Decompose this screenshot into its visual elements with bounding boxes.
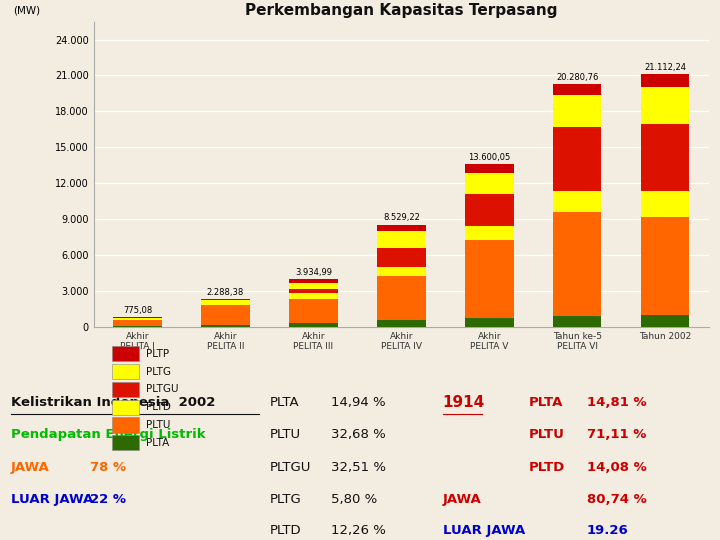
Text: 21.112,24: 21.112,24 (644, 63, 686, 72)
Bar (202, 299, 250, 300)
Text: 32,51 %: 32,51 % (331, 461, 386, 474)
Text: PLTP: PLTP (146, 349, 169, 359)
Text: 78 %: 78 % (90, 461, 126, 474)
Bar (113, 318, 162, 319)
Text: PLTU: PLTU (146, 420, 171, 430)
Bar (377, 225, 426, 231)
Text: 5,80 %: 5,80 % (331, 493, 377, 506)
Bar (465, 173, 513, 194)
Text: PLTD: PLTD (146, 402, 171, 412)
Bar (289, 293, 338, 299)
Text: Kelistrikan Indonesia  2002: Kelistrikan Indonesia 2002 (11, 396, 215, 409)
Bar (553, 127, 601, 191)
Text: PLTGU: PLTGU (146, 384, 179, 394)
Text: 775,08: 775,08 (123, 306, 152, 315)
Text: 12,26 %: 12,26 % (331, 524, 386, 537)
Bar (465, 164, 513, 173)
Bar (289, 279, 338, 282)
Bar (202, 302, 250, 305)
Bar (289, 289, 338, 293)
Text: PLTA: PLTA (270, 396, 300, 409)
Text: 14,94 %: 14,94 % (331, 396, 386, 409)
Bar (553, 316, 601, 327)
Text: PLTU: PLTU (270, 428, 301, 441)
Bar (465, 318, 513, 327)
Text: PLTU: PLTU (529, 428, 565, 441)
Bar (553, 191, 601, 212)
Text: PLTD: PLTD (270, 524, 302, 537)
Text: 14,08 %: 14,08 % (587, 461, 647, 474)
Text: Pendapatan Energi Listrik: Pendapatan Energi Listrik (11, 428, 205, 441)
Text: 20.280,76: 20.280,76 (556, 73, 598, 82)
Bar (377, 276, 426, 320)
Bar (377, 320, 426, 327)
Title: Perkembangan Kapasitas Terpasang: Perkembangan Kapasitas Terpasang (245, 3, 558, 18)
Text: 32,68 %: 32,68 % (331, 428, 386, 441)
Text: 19.26: 19.26 (587, 524, 629, 537)
Bar (465, 226, 513, 240)
Bar (641, 315, 690, 327)
Bar (202, 300, 250, 302)
Bar (289, 282, 338, 289)
Text: 14,81 %: 14,81 % (587, 396, 647, 409)
Bar (641, 191, 690, 217)
Text: PLTG: PLTG (270, 493, 302, 506)
Bar (289, 323, 338, 327)
Bar (377, 248, 426, 267)
Text: JAWA: JAWA (443, 493, 482, 506)
Bar (465, 240, 513, 318)
Bar (202, 325, 250, 327)
Text: 22 %: 22 % (90, 493, 126, 506)
Bar (465, 194, 513, 226)
Bar (641, 124, 690, 191)
Text: 3.934,99: 3.934,99 (295, 268, 332, 277)
Bar (553, 94, 601, 127)
Bar (113, 319, 162, 320)
Bar (202, 305, 250, 325)
Bar (553, 212, 601, 316)
Text: PLTG: PLTG (146, 367, 171, 376)
Text: 1914: 1914 (443, 395, 485, 410)
Text: PLTD: PLTD (529, 461, 565, 474)
Text: PLTGU: PLTGU (270, 461, 311, 474)
Text: 71,11 %: 71,11 % (587, 428, 646, 441)
Bar (641, 74, 690, 87)
Text: (MW): (MW) (14, 5, 41, 16)
Text: 8.529,22: 8.529,22 (383, 213, 420, 222)
Bar (641, 217, 690, 315)
Text: 2.288,38: 2.288,38 (207, 288, 244, 297)
Text: 13.600,05: 13.600,05 (468, 153, 510, 161)
Text: LUAR JAWA: LUAR JAWA (11, 493, 93, 506)
Bar (289, 299, 338, 323)
Text: PLTA: PLTA (146, 438, 169, 448)
Text: JAWA: JAWA (11, 461, 50, 474)
Bar (113, 320, 162, 326)
Text: LUAR JAWA: LUAR JAWA (443, 524, 525, 537)
Text: PLTA: PLTA (529, 396, 564, 409)
Bar (377, 231, 426, 248)
Bar (377, 267, 426, 276)
Bar (553, 84, 601, 94)
Bar (641, 87, 690, 124)
Bar (113, 326, 162, 327)
Text: 80,74 %: 80,74 % (587, 493, 647, 506)
